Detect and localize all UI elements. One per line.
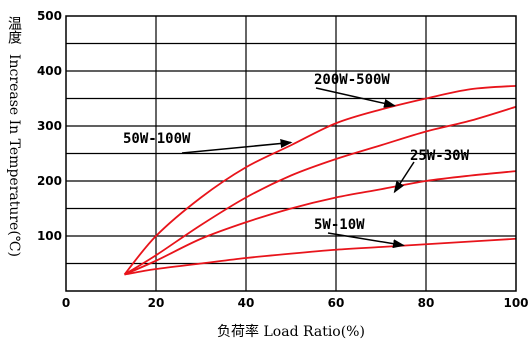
annotations: 200W-500W 50W-100W 25W-30W 5W-10W [123,72,470,249]
x-tick-label: 80 [418,296,435,310]
x-tick-label: 20 [148,296,165,310]
curves [123,84,517,276]
x-tick-label: 0 [62,296,70,310]
y-axis-label: Increase In Temperature(℃) [6,54,22,257]
y-tick-label: 100 [37,229,62,243]
grid [66,16,516,291]
x-tick-label: 100 [503,296,528,310]
annotation-arrow [327,232,405,249]
annotation-label: 5W-10W [314,217,365,233]
x-tick-label: 40 [238,296,255,310]
annotation-arrow [315,87,396,108]
annotation-label: 50W-100W [123,131,191,147]
y-axis-label-cjk: 温度 [6,16,22,44]
plot-frame [65,15,517,292]
annotation-label: 25W-30W [410,148,470,164]
series-line-50w-100w [124,105,517,276]
x-tick-label: 60 [328,296,345,310]
y-tick-label: 400 [37,64,62,78]
tick-labels: 0 20 40 60 80 100 100 200 300 400 500 [37,9,528,310]
y-tick-label: 200 [37,174,62,188]
y-tick-label: 300 [37,119,62,133]
y-tick-label: 500 [37,9,62,23]
annotation-label: 200W-500W [314,72,390,88]
series-line-25w-30w [124,170,517,276]
annotation-arrow [181,139,293,154]
annotation-arrow [393,161,415,194]
x-axis-label: 负荷率 Load Ratio(%) [217,323,365,340]
series-line-5w-10w [124,237,517,276]
series-line-200w-500w [123,84,517,276]
